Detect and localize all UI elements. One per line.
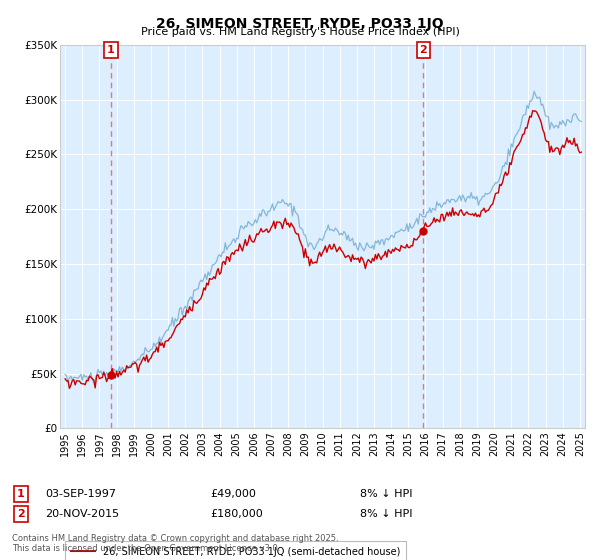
Text: 26, SIMEON STREET, RYDE, PO33 1JQ: 26, SIMEON STREET, RYDE, PO33 1JQ [156,17,444,31]
Legend: 26, SIMEON STREET, RYDE, PO33 1JQ (semi-detached house), HPI: Average price, sem: 26, SIMEON STREET, RYDE, PO33 1JQ (semi-… [65,540,406,560]
Text: 8% ↓ HPI: 8% ↓ HPI [360,489,413,499]
Text: 2: 2 [419,45,427,55]
Text: Price paid vs. HM Land Registry's House Price Index (HPI): Price paid vs. HM Land Registry's House … [140,27,460,37]
Text: 20-NOV-2015: 20-NOV-2015 [45,509,119,519]
Text: £49,000: £49,000 [210,489,256,499]
Text: 03-SEP-1997: 03-SEP-1997 [45,489,116,499]
Text: 8% ↓ HPI: 8% ↓ HPI [360,509,413,519]
Text: 1: 1 [107,45,115,55]
Text: £180,000: £180,000 [210,509,263,519]
Text: Contains HM Land Registry data © Crown copyright and database right 2025.
This d: Contains HM Land Registry data © Crown c… [12,534,338,553]
Text: 2: 2 [17,509,25,519]
Text: 1: 1 [17,489,25,499]
